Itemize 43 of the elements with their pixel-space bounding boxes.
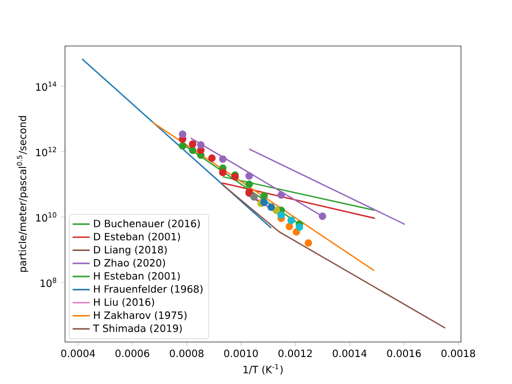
legend-label: D Buchenauer (2016) bbox=[94, 220, 200, 228]
point bbox=[318, 212, 326, 220]
point bbox=[219, 155, 227, 163]
point bbox=[245, 180, 253, 188]
legend-label: H Zakharov (1975) bbox=[94, 311, 187, 320]
point bbox=[277, 211, 285, 219]
y-axis-title: particle/meter/pascal$^{0.5}$/second bbox=[16, 116, 28, 272]
point bbox=[277, 191, 285, 199]
legend-label: H Esteban (2001) bbox=[94, 272, 180, 281]
point bbox=[250, 193, 258, 201]
legend-label: H Frauenfelder (1968) bbox=[94, 285, 202, 294]
y-tick-label: 10$^{8}$ bbox=[40, 278, 56, 288]
legend-label: H Liu (2016) bbox=[94, 298, 154, 308]
x-tick-label: 0.0010 bbox=[224, 350, 258, 358]
legend-label: T Shimada (2019) bbox=[93, 324, 182, 334]
point bbox=[288, 216, 295, 224]
point bbox=[286, 222, 294, 230]
x-tick-label: 0.0008 bbox=[170, 350, 204, 358]
x-tick-label: 0.0012 bbox=[278, 350, 312, 358]
point bbox=[296, 223, 304, 231]
x-tick-label: 0.0004 bbox=[61, 350, 95, 358]
point bbox=[304, 239, 312, 247]
point bbox=[188, 146, 196, 154]
x-axis-title: 1/T (K$^{-1}$) bbox=[244, 364, 283, 375]
point bbox=[245, 172, 253, 180]
x-tick-label: 0.0006 bbox=[116, 350, 150, 358]
point bbox=[178, 130, 186, 138]
point bbox=[178, 142, 186, 150]
point bbox=[219, 168, 227, 176]
point bbox=[188, 140, 196, 148]
y-tick-label: 10$^{10}$ bbox=[36, 212, 56, 222]
legend-label: D Liang (2018) bbox=[94, 246, 167, 256]
x-tick-label: 0.0018 bbox=[441, 350, 476, 358]
point bbox=[267, 203, 275, 211]
y-tick-label: 10$^{12}$ bbox=[36, 146, 56, 156]
point bbox=[208, 154, 216, 162]
legend-label: D Esteban (2001) bbox=[94, 232, 180, 242]
y-tick-label: 10$^{14}$ bbox=[36, 82, 56, 91]
point bbox=[197, 141, 205, 149]
legend-label: D Zhao (2020) bbox=[94, 258, 165, 268]
x-tick-label: 0.0014 bbox=[332, 350, 367, 358]
x-tick-label: 0.0016 bbox=[387, 350, 421, 358]
point bbox=[260, 192, 268, 200]
